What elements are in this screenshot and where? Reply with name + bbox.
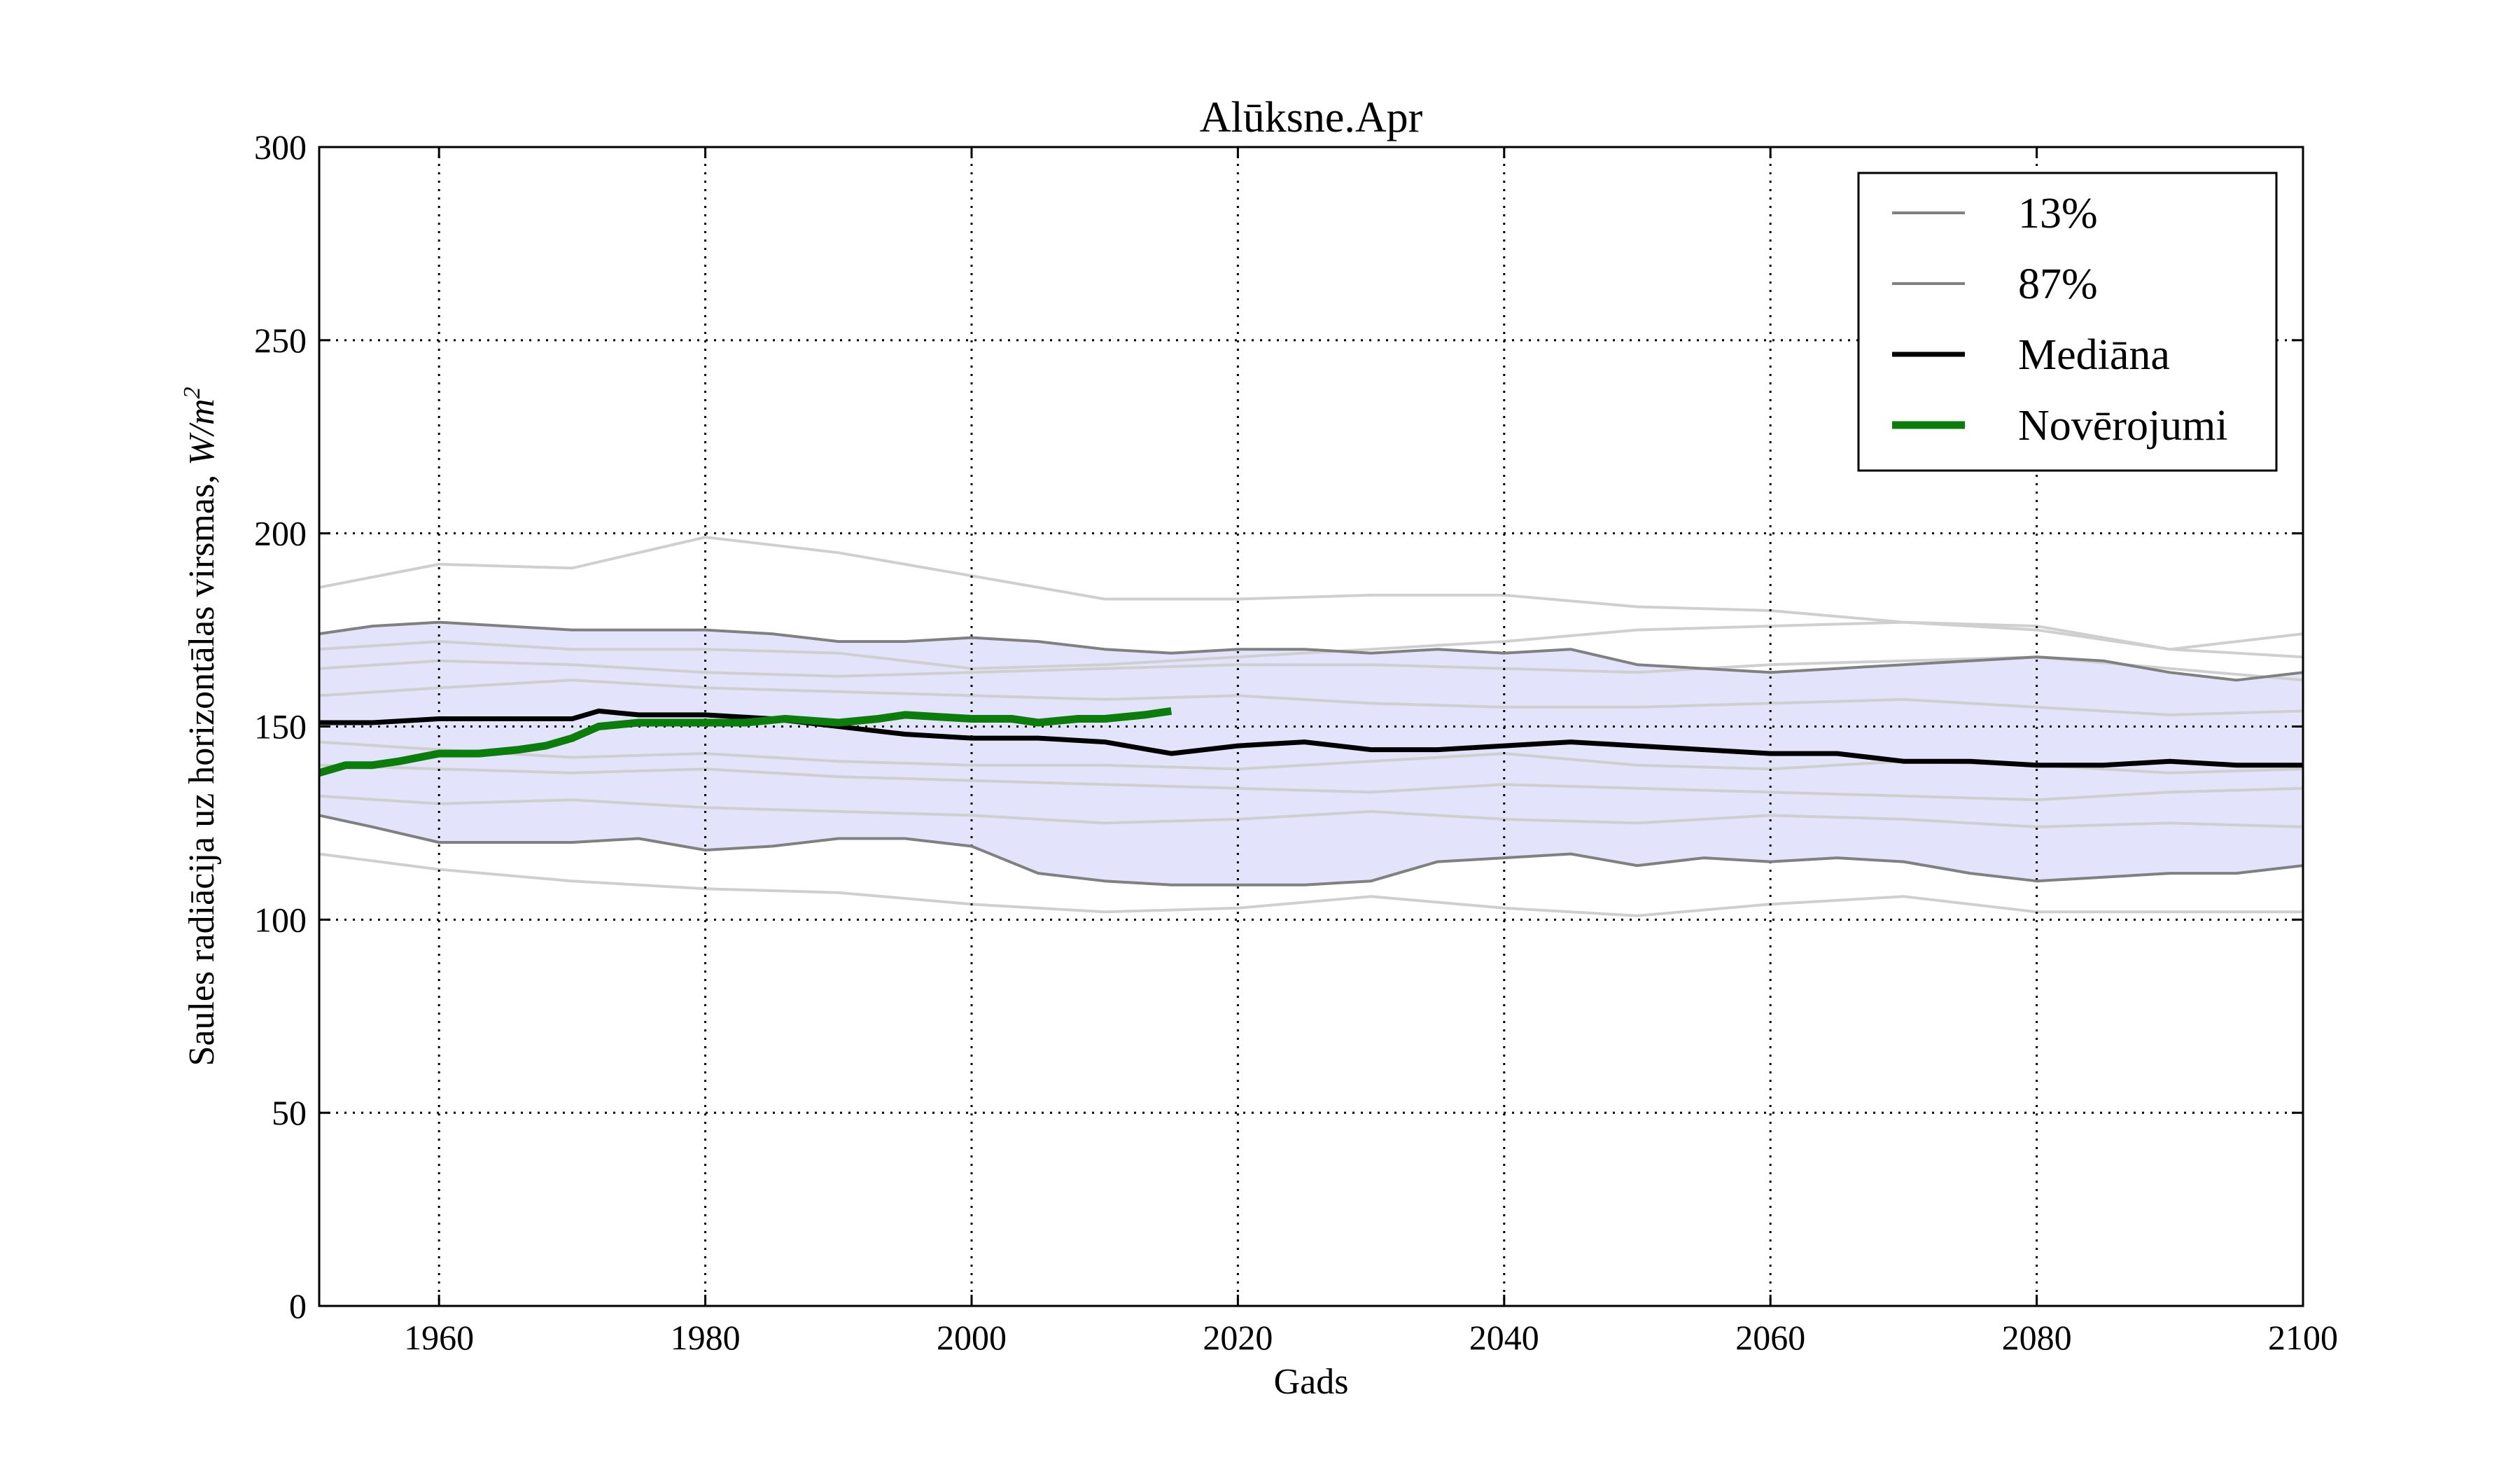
legend-box <box>1857 172 2278 472</box>
y-tick-label: 150 <box>254 707 307 746</box>
y-axis-title: Saules radiācija uz horizontālas virsmas… <box>179 387 222 1066</box>
x-tick-label: 2080 <box>2002 1318 2072 1357</box>
percentile-13-line <box>318 814 2304 887</box>
y-axis-title-text: Saules radiācija uz horizontālas virsmas… <box>182 466 222 1066</box>
legend-label: Novērojumi <box>2018 402 2228 450</box>
ensemble-members-layer <box>318 536 2304 917</box>
chart-title: Alūksne.Apr <box>1200 94 1423 141</box>
legend-label: Mediāna <box>2018 331 2170 379</box>
legend-label: 13% <box>2018 190 2098 237</box>
percentile-band-layer <box>319 622 2303 885</box>
y-tick-label: 300 <box>254 127 307 167</box>
y-axis-title-unit: W/m <box>182 398 222 465</box>
ensemble-member-line-8 <box>318 852 2303 917</box>
x-tick-label: 2060 <box>1735 1318 1805 1357</box>
ensemble-member-line-3 <box>318 655 2304 682</box>
percentile-87-line <box>318 620 2304 682</box>
ensemble-member-line-4 <box>318 679 2304 716</box>
legend: 13% 87% Mediāna Novērojumi <box>1857 172 2278 472</box>
y-axis-title-exponent: 2 <box>179 387 205 398</box>
ensemble-member-line-6 <box>318 763 2304 802</box>
median-line <box>319 708 2303 768</box>
y-tick-label: 250 <box>254 321 307 360</box>
ticks-layer: 1960 1980 2000 2020 2040 2060 2080 2100 0 50 100 15… <box>254 127 2338 1357</box>
ensemble-member-line-2 <box>318 620 2304 670</box>
x-tick-label: 1960 <box>404 1318 474 1357</box>
ensemble-member-line-7 <box>318 794 2304 828</box>
percentile-band <box>319 622 2303 885</box>
y-tick-label: 200 <box>254 514 307 553</box>
x-tick-label: 2040 <box>1469 1318 1539 1357</box>
y-tick-label: 0 <box>289 1286 307 1326</box>
legend-label: 87% <box>2018 260 2098 308</box>
series-layer <box>318 620 2304 887</box>
y-tick-label: 50 <box>272 1093 307 1132</box>
observations-line <box>318 707 1172 777</box>
legend-items: 13% 87% Mediāna Novērojumi <box>1892 190 2228 450</box>
y-tick-label: 100 <box>254 900 307 939</box>
x-tick-label: 2020 <box>1203 1318 1273 1357</box>
x-tick-label: 2100 <box>2268 1318 2338 1357</box>
grid-layer <box>319 147 2303 1306</box>
x-tick-label: 1980 <box>671 1318 741 1357</box>
x-tick-label: 2000 <box>937 1318 1007 1357</box>
x-axis-title: Gads <box>1274 1362 1349 1402</box>
